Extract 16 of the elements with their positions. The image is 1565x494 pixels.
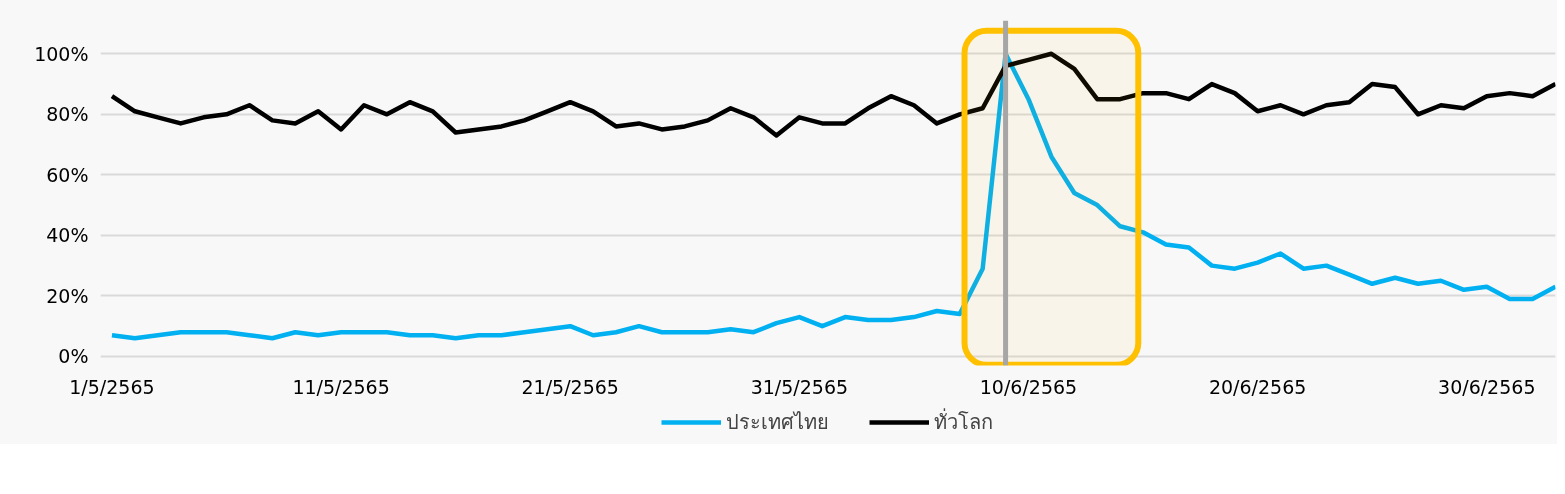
y-tick-label: 80%: [46, 103, 89, 126]
x-tick-label: 1/5/2565: [69, 375, 155, 398]
y-tick-label: 0%: [58, 345, 89, 368]
x-tick-label: 31/5/2565: [750, 375, 849, 398]
y-tick-label: 20%: [46, 284, 89, 307]
x-tick-label: 10/6/2565: [979, 375, 1078, 398]
y-tick-label: 40%: [46, 224, 89, 247]
y-tick-label: 100%: [34, 42, 89, 65]
x-tick-label: 20/6/2565: [1208, 375, 1307, 398]
x-tick-label: 30/6/2565: [1438, 375, 1536, 398]
y-tick-label: 60%: [46, 163, 89, 186]
x-tick-label: 11/5/2565: [292, 375, 390, 398]
line-series: [109, 51, 1556, 138]
x-tick-label: 21/5/2565: [521, 375, 619, 398]
legend-label: ประเทศไทย: [725, 409, 829, 436]
legend-label: ทั่วโลก: [933, 407, 993, 436]
